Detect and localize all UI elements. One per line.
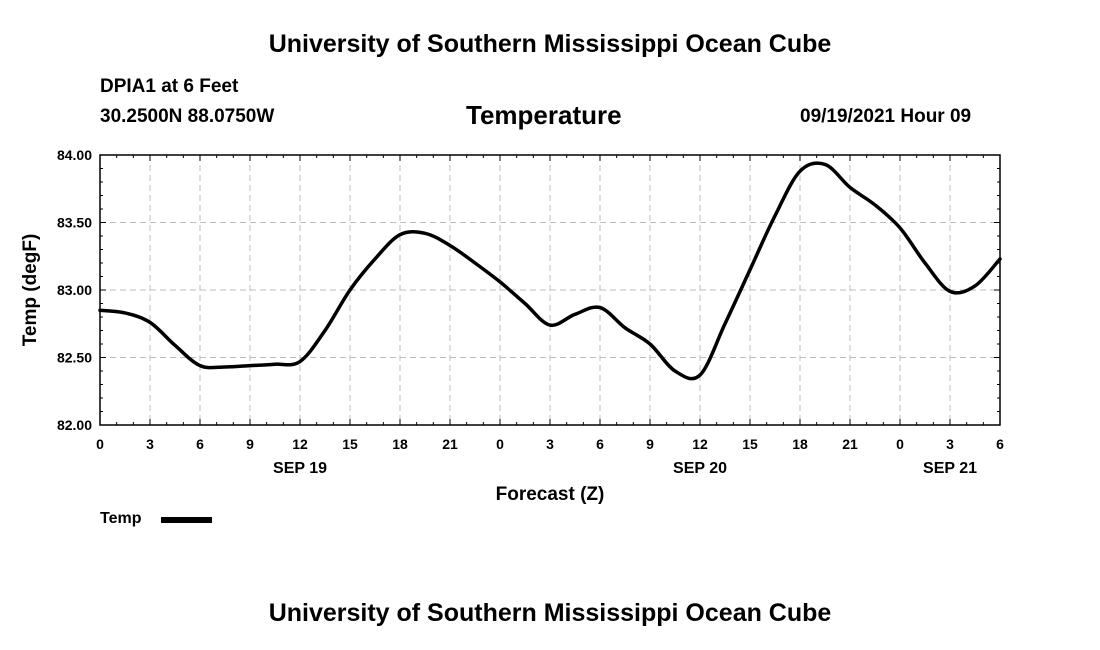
x-axis-label: Forecast (Z) <box>496 484 605 505</box>
page-title-top: University of Southern Mississippi Ocean… <box>268 30 832 58</box>
y-tick-label: 83.50 <box>57 215 92 231</box>
x-tick-label: 6 <box>596 436 604 452</box>
temp-series-line <box>98 161 1002 381</box>
x-tick-label: 15 <box>742 436 758 452</box>
x-tick-label: 6 <box>996 436 1004 452</box>
x-tick-label: 21 <box>442 436 458 452</box>
grid-lines <box>100 155 1000 425</box>
x-tick-label: 15 <box>342 436 358 452</box>
date-label: SEP 21 <box>923 460 977 477</box>
series-layer <box>98 161 1002 381</box>
chart-title: Temperature <box>466 100 622 130</box>
x-tick-label: 9 <box>646 436 654 452</box>
x-tick-label: 12 <box>692 436 708 452</box>
legend-swatch <box>161 517 212 523</box>
x-tick-label: 3 <box>146 436 154 452</box>
x-tick-label: 3 <box>946 436 954 452</box>
y-tick-label: 84.00 <box>57 147 92 163</box>
page-title-bottom: University of Southern Mississippi Ocean… <box>268 599 832 627</box>
x-tick-label: 21 <box>842 436 858 452</box>
y-axis-label: Temp (degF) <box>20 234 41 347</box>
x-tick-label: 12 <box>292 436 308 452</box>
y-tick-label: 83.00 <box>57 282 92 298</box>
x-tick-label: 6 <box>196 436 204 452</box>
x-tick-label: 3 <box>546 436 554 452</box>
date-label: SEP 19 <box>273 460 327 477</box>
legend-label: Temp <box>100 510 142 527</box>
station-label: DPIA1 at 6 Feet <box>100 76 239 97</box>
x-tick-label: 18 <box>792 436 808 452</box>
x-tick-label: 18 <box>392 436 408 452</box>
y-tick-label: 82.50 <box>57 350 92 366</box>
y-tick-label: 82.00 <box>57 417 92 433</box>
forecast-datetime: 09/19/2021 Hour 09 <box>800 106 972 127</box>
date-label: SEP 20 <box>673 460 727 477</box>
x-tick-label: 0 <box>896 436 904 452</box>
coordinates-label: 30.2500N 88.0750W <box>100 106 275 127</box>
x-tick-label: 9 <box>246 436 254 452</box>
x-tick-label: 0 <box>96 436 104 452</box>
tick-labels: 0 3 6 9 12 15 18 21 0 3 6 9 12 15 18 21 0 3 6 82.00 82.50 83.… <box>20 147 1004 505</box>
x-tick-label: 0 <box>496 436 504 452</box>
